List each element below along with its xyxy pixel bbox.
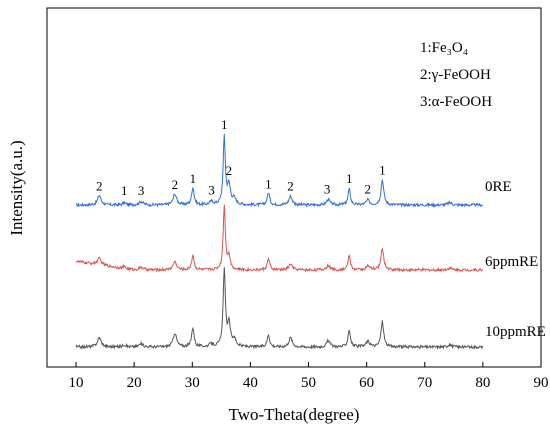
x-tick-label-90: 90 (534, 375, 549, 391)
peak-label-4: 1 (190, 171, 197, 186)
x-axis-label: Two-Theta(degree) (229, 405, 360, 424)
legend-entry-1: 1:Fe₃O₄ (420, 40, 468, 56)
peak-label-13: 1 (379, 163, 386, 178)
x-tick-label-70: 70 (417, 375, 432, 391)
series-line-6ppmre (75, 204, 484, 273)
series-label-6ppmre: 6ppmRE (485, 254, 538, 270)
x-tick-label-20: 20 (127, 375, 142, 391)
peak-label-9: 2 (287, 178, 294, 193)
peak-label-3: 2 (172, 177, 179, 192)
legend-entry-3: 3:α-FeOOH (420, 94, 492, 110)
peak-label-6: 1 (221, 117, 228, 132)
x-tick-label-40: 40 (243, 375, 258, 391)
series-line-10ppmre (75, 267, 484, 351)
series-label-10ppmre: 10ppmRE (485, 324, 546, 340)
x-ticks: 10 20 30 40 50 60 70 80 90 (69, 362, 549, 391)
x-tick-label-10: 10 (69, 375, 84, 391)
y-axis-label: Intensity(a.u.) (7, 140, 26, 235)
peak-label-1: 1 (121, 183, 128, 198)
series-line-0re (76, 133, 484, 209)
peak-label-2: 3 (138, 183, 145, 198)
peak-label-12: 2 (365, 182, 372, 197)
peak-label-0: 2 (96, 179, 103, 194)
legend-entry-2: 2:γ-FeOOH (420, 67, 491, 83)
series-layer (75, 133, 484, 351)
x-tick-label-80: 80 (475, 375, 490, 391)
peak-label-8: 1 (265, 176, 272, 191)
peak-label-10: 3 (324, 182, 331, 197)
series-label-0re: 0RE (485, 179, 512, 195)
legend: 1:Fe₃O₄ 2:γ-FeOOH 3:α-FeOOH (420, 40, 492, 110)
peak-label-5: 3 (208, 183, 215, 198)
peak-label-11: 1 (346, 171, 353, 186)
x-tick-label-60: 60 (359, 375, 374, 391)
peak-label-7: 2 (226, 163, 233, 178)
x-tick-label-30: 30 (185, 375, 200, 391)
plot-frame (46, 7, 542, 368)
x-tick-label-50: 50 (301, 375, 316, 391)
